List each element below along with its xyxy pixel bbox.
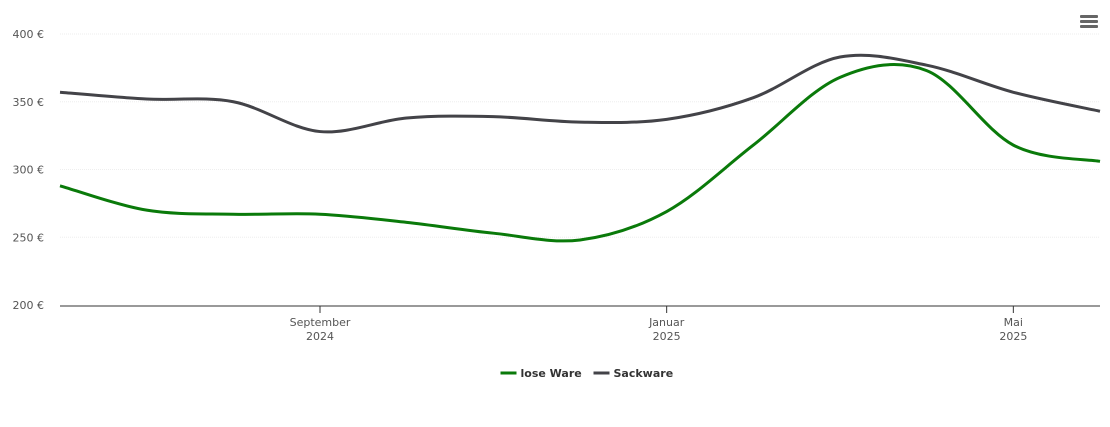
legend-item[interactable]: Sackware [593, 367, 674, 380]
menu-bar [1080, 15, 1098, 18]
x-tick-label: September 2024 [290, 316, 351, 343]
x-tick-label: Januar 2025 [648, 316, 685, 343]
menu-bar [1080, 20, 1098, 23]
legend-label: Sackware [614, 367, 674, 380]
x-tick-label: Mai 2025 [999, 316, 1027, 343]
menu-bar [1080, 25, 1098, 28]
legend-item[interactable]: lose Ware [500, 367, 582, 380]
y-tick-label: 350 € [13, 96, 45, 109]
y-tick-label: 200 € [13, 299, 45, 312]
menu-button[interactable] [1080, 15, 1098, 28]
y-tick-label: 300 € [13, 164, 45, 177]
line-series [59, 53, 1101, 134]
legend-label: lose Ware [521, 367, 582, 380]
line-series [59, 63, 1101, 243]
y-tick-label: 400 € [13, 28, 45, 41]
y-tick-label: 250 € [13, 231, 45, 244]
legend: lose Ware Sackware [500, 367, 674, 380]
